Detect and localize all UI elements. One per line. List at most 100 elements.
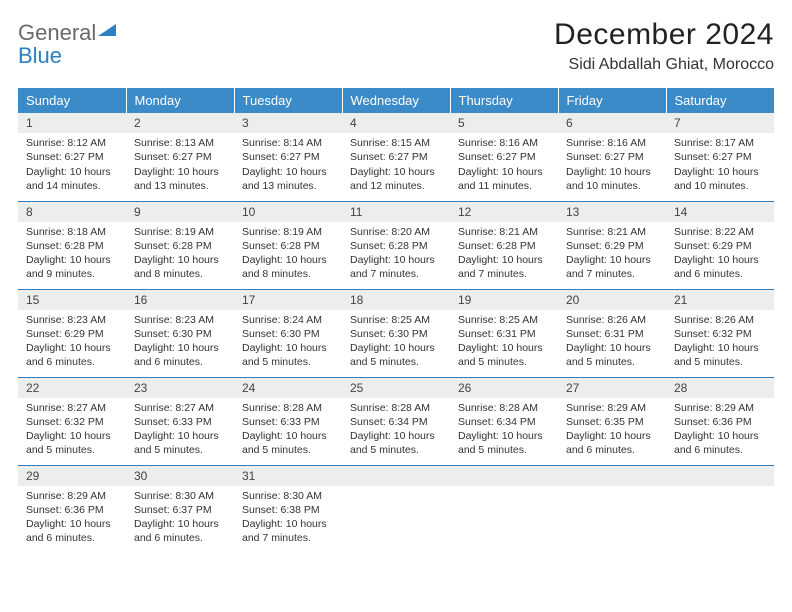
daylight-text: Daylight: 10 hours and 6 minutes. <box>674 253 766 281</box>
calendar-week-row: 29Sunrise: 8:29 AMSunset: 6:36 PMDayligh… <box>18 465 774 553</box>
day-number: 13 <box>558 202 666 222</box>
sunset-text: Sunset: 6:30 PM <box>134 327 226 341</box>
calendar-day-cell: 18Sunrise: 8:25 AMSunset: 6:30 PMDayligh… <box>342 289 450 377</box>
day-number: 6 <box>558 113 666 133</box>
day-number: 9 <box>126 202 234 222</box>
daylight-text: Daylight: 10 hours and 7 minutes. <box>242 517 334 545</box>
calendar-day-cell: 20Sunrise: 8:26 AMSunset: 6:31 PMDayligh… <box>558 289 666 377</box>
daylight-text: Daylight: 10 hours and 12 minutes. <box>350 165 442 193</box>
calendar-day-cell: 14Sunrise: 8:22 AMSunset: 6:29 PMDayligh… <box>666 201 774 289</box>
day-number: 26 <box>450 378 558 398</box>
day-number: 24 <box>234 378 342 398</box>
day-number-empty <box>342 466 450 486</box>
day-details: Sunrise: 8:13 AMSunset: 6:27 PMDaylight:… <box>126 133 234 198</box>
day-number: 2 <box>126 113 234 133</box>
calendar-day-cell: 25Sunrise: 8:28 AMSunset: 6:34 PMDayligh… <box>342 377 450 465</box>
calendar-day-cell: 13Sunrise: 8:21 AMSunset: 6:29 PMDayligh… <box>558 201 666 289</box>
weekday-header: Tuesday <box>234 88 342 113</box>
sunset-text: Sunset: 6:30 PM <box>350 327 442 341</box>
sunrise-text: Sunrise: 8:20 AM <box>350 225 442 239</box>
day-number: 8 <box>18 202 126 222</box>
calendar-day-cell: 24Sunrise: 8:28 AMSunset: 6:33 PMDayligh… <box>234 377 342 465</box>
month-title: December 2024 <box>554 18 774 52</box>
weekday-header: Sunday <box>18 88 126 113</box>
day-details: Sunrise: 8:15 AMSunset: 6:27 PMDaylight:… <box>342 133 450 198</box>
day-number: 5 <box>450 113 558 133</box>
sunrise-text: Sunrise: 8:26 AM <box>674 313 766 327</box>
day-details: Sunrise: 8:29 AMSunset: 6:36 PMDaylight:… <box>18 486 126 551</box>
day-number: 22 <box>18 378 126 398</box>
calendar-page: General Blue December 2024 Sidi Abdallah… <box>0 0 792 563</box>
sunset-text: Sunset: 6:27 PM <box>26 150 118 164</box>
day-number: 16 <box>126 290 234 310</box>
day-details: Sunrise: 8:26 AMSunset: 6:32 PMDaylight:… <box>666 310 774 375</box>
calendar-day-cell: 21Sunrise: 8:26 AMSunset: 6:32 PMDayligh… <box>666 289 774 377</box>
sunrise-text: Sunrise: 8:16 AM <box>566 136 658 150</box>
weekday-header: Friday <box>558 88 666 113</box>
weekday-header: Saturday <box>666 88 774 113</box>
daylight-text: Daylight: 10 hours and 6 minutes. <box>566 429 658 457</box>
day-number: 18 <box>342 290 450 310</box>
calendar-day-cell: 6Sunrise: 8:16 AMSunset: 6:27 PMDaylight… <box>558 113 666 201</box>
sunset-text: Sunset: 6:28 PM <box>26 239 118 253</box>
day-details: Sunrise: 8:20 AMSunset: 6:28 PMDaylight:… <box>342 222 450 287</box>
daylight-text: Daylight: 10 hours and 6 minutes. <box>26 341 118 369</box>
day-details: Sunrise: 8:22 AMSunset: 6:29 PMDaylight:… <box>666 222 774 287</box>
weekday-header-row: Sunday Monday Tuesday Wednesday Thursday… <box>18 88 774 113</box>
day-number: 4 <box>342 113 450 133</box>
calendar-day-cell: 12Sunrise: 8:21 AMSunset: 6:28 PMDayligh… <box>450 201 558 289</box>
sunset-text: Sunset: 6:31 PM <box>566 327 658 341</box>
day-number: 25 <box>342 378 450 398</box>
calendar-day-cell: 5Sunrise: 8:16 AMSunset: 6:27 PMDaylight… <box>450 113 558 201</box>
sunrise-text: Sunrise: 8:28 AM <box>242 401 334 415</box>
sunrise-text: Sunrise: 8:30 AM <box>242 489 334 503</box>
calendar-day-cell: 4Sunrise: 8:15 AMSunset: 6:27 PMDaylight… <box>342 113 450 201</box>
sunset-text: Sunset: 6:38 PM <box>242 503 334 517</box>
calendar-day-cell: 29Sunrise: 8:29 AMSunset: 6:36 PMDayligh… <box>18 465 126 553</box>
day-details: Sunrise: 8:21 AMSunset: 6:28 PMDaylight:… <box>450 222 558 287</box>
day-number: 3 <box>234 113 342 133</box>
calendar-day-cell: 3Sunrise: 8:14 AMSunset: 6:27 PMDaylight… <box>234 113 342 201</box>
sunset-text: Sunset: 6:30 PM <box>242 327 334 341</box>
daylight-text: Daylight: 10 hours and 9 minutes. <box>26 253 118 281</box>
day-details: Sunrise: 8:19 AMSunset: 6:28 PMDaylight:… <box>126 222 234 287</box>
calendar-day-cell: 2Sunrise: 8:13 AMSunset: 6:27 PMDaylight… <box>126 113 234 201</box>
day-details: Sunrise: 8:14 AMSunset: 6:27 PMDaylight:… <box>234 133 342 198</box>
calendar-day-cell: 10Sunrise: 8:19 AMSunset: 6:28 PMDayligh… <box>234 201 342 289</box>
day-number: 20 <box>558 290 666 310</box>
sunrise-text: Sunrise: 8:25 AM <box>458 313 550 327</box>
sunrise-text: Sunrise: 8:30 AM <box>134 489 226 503</box>
sunrise-text: Sunrise: 8:21 AM <box>458 225 550 239</box>
calendar-week-row: 22Sunrise: 8:27 AMSunset: 6:32 PMDayligh… <box>18 377 774 465</box>
calendar-day-cell: 9Sunrise: 8:19 AMSunset: 6:28 PMDaylight… <box>126 201 234 289</box>
sunset-text: Sunset: 6:34 PM <box>458 415 550 429</box>
sunrise-text: Sunrise: 8:17 AM <box>674 136 766 150</box>
day-details: Sunrise: 8:16 AMSunset: 6:27 PMDaylight:… <box>558 133 666 198</box>
day-details: Sunrise: 8:29 AMSunset: 6:35 PMDaylight:… <box>558 398 666 463</box>
calendar-day-cell: 27Sunrise: 8:29 AMSunset: 6:35 PMDayligh… <box>558 377 666 465</box>
day-details: Sunrise: 8:19 AMSunset: 6:28 PMDaylight:… <box>234 222 342 287</box>
sunset-text: Sunset: 6:37 PM <box>134 503 226 517</box>
calendar-day-cell: 28Sunrise: 8:29 AMSunset: 6:36 PMDayligh… <box>666 377 774 465</box>
sunset-text: Sunset: 6:28 PM <box>458 239 550 253</box>
calendar-day-cell: 7Sunrise: 8:17 AMSunset: 6:27 PMDaylight… <box>666 113 774 201</box>
day-details: Sunrise: 8:21 AMSunset: 6:29 PMDaylight:… <box>558 222 666 287</box>
brand-logo: General Blue <box>18 18 116 68</box>
brand-word2: Blue <box>18 43 62 68</box>
sunrise-text: Sunrise: 8:19 AM <box>134 225 226 239</box>
day-details: Sunrise: 8:25 AMSunset: 6:31 PMDaylight:… <box>450 310 558 375</box>
brand-triangle-icon <box>98 22 116 41</box>
day-number-empty <box>558 466 666 486</box>
calendar-day-cell: 26Sunrise: 8:28 AMSunset: 6:34 PMDayligh… <box>450 377 558 465</box>
calendar-day-cell <box>666 465 774 553</box>
daylight-text: Daylight: 10 hours and 10 minutes. <box>674 165 766 193</box>
sunrise-text: Sunrise: 8:21 AM <box>566 225 658 239</box>
sunset-text: Sunset: 6:29 PM <box>674 239 766 253</box>
sunrise-text: Sunrise: 8:28 AM <box>350 401 442 415</box>
sunset-text: Sunset: 6:29 PM <box>26 327 118 341</box>
day-number: 21 <box>666 290 774 310</box>
day-details: Sunrise: 8:23 AMSunset: 6:29 PMDaylight:… <box>18 310 126 375</box>
day-details: Sunrise: 8:27 AMSunset: 6:32 PMDaylight:… <box>18 398 126 463</box>
day-details: Sunrise: 8:28 AMSunset: 6:34 PMDaylight:… <box>450 398 558 463</box>
sunset-text: Sunset: 6:29 PM <box>566 239 658 253</box>
